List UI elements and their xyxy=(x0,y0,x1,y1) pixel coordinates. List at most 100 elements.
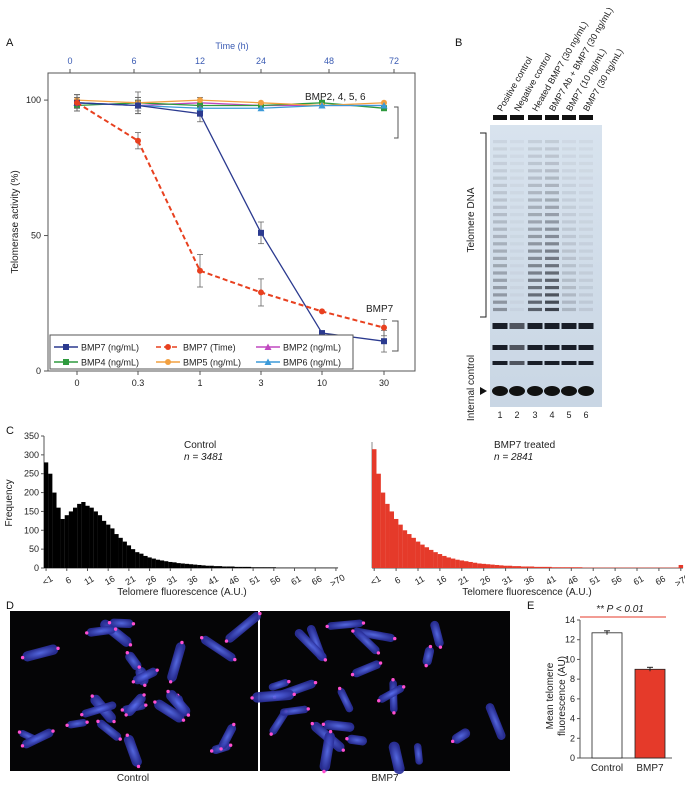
e-y-tick-label: 14 xyxy=(565,615,575,625)
hist-bar xyxy=(56,508,60,568)
hist-x-tick-label: 61 xyxy=(632,574,646,588)
hist-bar xyxy=(477,563,481,568)
lane-number: 4 xyxy=(549,410,554,420)
hist-x-tick-label: 11 xyxy=(413,574,426,587)
ladder-band xyxy=(579,177,593,180)
ladder-band xyxy=(579,279,593,282)
y-tick-label: 100 xyxy=(26,95,41,105)
data-point xyxy=(135,103,141,109)
telomere-signal xyxy=(143,684,146,687)
hist-bar xyxy=(193,565,197,568)
telomere-signal xyxy=(210,749,213,752)
bottom-tick-label: 0 xyxy=(74,378,79,388)
ladder-band xyxy=(510,162,524,165)
legend-label: BMP5 (ng/mL) xyxy=(183,358,241,368)
hist-bar xyxy=(679,565,683,568)
hist-x-tick-label: 16 xyxy=(103,574,117,588)
hist-bar xyxy=(495,565,499,568)
hist-bar xyxy=(534,567,538,568)
ladder-band xyxy=(562,293,576,296)
ladder-band xyxy=(493,198,507,201)
telomere-signal xyxy=(322,770,325,773)
ladder-band xyxy=(510,206,524,209)
primer-band xyxy=(510,323,525,329)
panel-d-letter: D xyxy=(6,600,14,612)
lane-bar xyxy=(545,115,559,120)
ladder-band xyxy=(510,198,524,201)
panel-e-y-title-2: fluorescence (AU) xyxy=(557,656,568,736)
primer-band xyxy=(579,361,594,365)
hist-x-tick-label: 6 xyxy=(393,575,402,586)
ladder-band xyxy=(510,177,524,180)
primer-band xyxy=(562,361,577,365)
bottom-tick-label: 30 xyxy=(379,378,389,388)
hist-bar xyxy=(102,521,106,568)
ladder-band xyxy=(545,271,559,274)
ladder-band xyxy=(528,286,542,289)
telomere-signal xyxy=(124,713,127,716)
hist-bar xyxy=(189,564,193,568)
ladder-band xyxy=(510,250,524,253)
hist-x-tick-label: 41 xyxy=(206,574,220,588)
ladder-band xyxy=(528,220,542,223)
e-y-tick-label: 0 xyxy=(570,753,575,763)
ladder-band xyxy=(545,198,559,201)
ladder-band xyxy=(493,228,507,231)
ladder-band xyxy=(545,257,559,260)
ladder-band xyxy=(493,169,507,172)
telomere-signal xyxy=(377,699,380,702)
ladder-band xyxy=(528,206,542,209)
hist-bar xyxy=(114,534,118,568)
ladder-band xyxy=(493,250,507,253)
ladder-band xyxy=(579,264,593,267)
telomere-signal xyxy=(153,700,156,703)
e-bar xyxy=(592,633,622,758)
hist-bar xyxy=(69,511,73,568)
internal-control-band xyxy=(509,386,525,396)
hist-y-tick-label: 50 xyxy=(29,544,39,554)
ladder-band xyxy=(528,264,542,267)
telomere-signal xyxy=(439,645,442,648)
ladder-band xyxy=(545,220,559,223)
legend-label: BMP7 (ng/mL) xyxy=(81,343,139,353)
ladder-band xyxy=(545,286,559,289)
hist-bar xyxy=(259,567,263,568)
telomere-signal xyxy=(142,693,145,696)
ladder-band xyxy=(528,184,542,187)
ladder-band xyxy=(579,213,593,216)
data-point xyxy=(165,344,171,350)
hist-y-tick-label: 350 xyxy=(24,431,39,441)
hist-bar xyxy=(152,559,156,568)
hist-bar xyxy=(573,567,577,568)
ladder-band xyxy=(528,155,542,158)
histogram-y-axis-title: Frequency xyxy=(4,479,15,526)
telomere-signal xyxy=(91,694,94,697)
ladder-band xyxy=(528,301,542,304)
hist-x-tick-label: 16 xyxy=(435,574,449,588)
ladder-band xyxy=(562,242,576,245)
ladder-band xyxy=(528,169,542,172)
hist-x-tick-label: 6 xyxy=(64,575,73,586)
ladder-band xyxy=(528,140,542,143)
internal-control-band xyxy=(544,386,560,396)
ladder-band xyxy=(562,162,576,165)
hist-bar xyxy=(272,567,276,568)
ladder-band xyxy=(493,301,507,304)
telomere-signal xyxy=(156,668,159,671)
telomere-signal xyxy=(126,651,129,654)
hist-bar xyxy=(52,493,56,568)
data-point xyxy=(63,344,69,350)
hist-bar xyxy=(81,502,85,568)
telomere-signal xyxy=(225,639,228,642)
primer-band xyxy=(545,361,560,365)
data-point xyxy=(197,97,203,103)
annotation-bmp2456: BMP2, 4, 5, 6 xyxy=(305,92,366,103)
e-category-label: BMP7 xyxy=(636,763,664,774)
telomere-signal xyxy=(169,680,172,683)
ladder-band xyxy=(562,206,576,209)
hist-x-tick-label: 66 xyxy=(310,574,324,588)
panel-a-y-axis-title: Telomerase activity (%) xyxy=(10,170,21,273)
hist-bar xyxy=(451,559,455,568)
